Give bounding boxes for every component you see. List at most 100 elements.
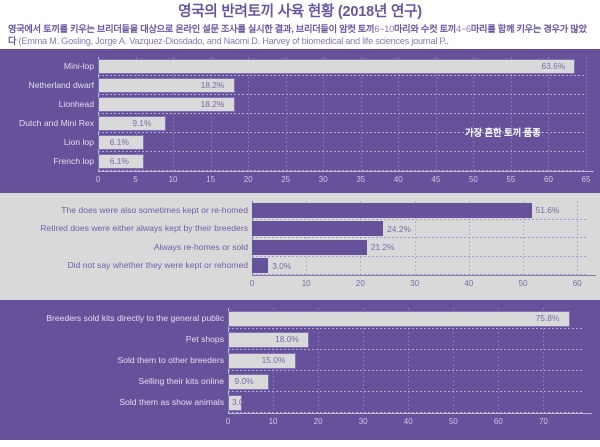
chart-1-row-separator: [98, 132, 586, 134]
chart-1-xtick-label: 55: [506, 175, 516, 185]
chart-3-gridline: [498, 308, 500, 414]
chart-2-gridline: [577, 201, 579, 276]
header: 영국의 반려토끼 사육 현황 (2018년 연구) 영국에서 토끼를 키우는 브…: [0, 0, 600, 50]
chart-3-value-label: 15.0%: [261, 355, 286, 366]
chart-1-xtick-label: 35: [356, 175, 366, 185]
chart-1-bar[interactable]: [98, 135, 144, 151]
chart-2-bar[interactable]: [252, 258, 269, 274]
chart-3-row-separator: [228, 412, 584, 414]
chart-1-value-label: 63.6%: [541, 61, 566, 72]
chart-2-value-label: 51.6%: [535, 205, 560, 216]
page-subtitle: 영국에서 토끼를 키우는 브리더들을 대상으로 온라인 설문 조사를 실시한 결…: [8, 24, 592, 47]
chart-1-y-axis: [98, 57, 99, 172]
chart-3-row-separator: [228, 349, 584, 351]
chart-2-xtick-label: 40: [464, 279, 474, 289]
chart-1-value-label: 6.1%: [109, 156, 129, 167]
chart-1-gridline: [435, 57, 437, 172]
chart-2-bar[interactable]: [252, 239, 367, 255]
chart-3-category-label: Sold them as show animals: [119, 397, 224, 408]
chart-3-xtick-label: 10: [268, 417, 278, 427]
chart-3-category-label: Sold them to other breeders: [117, 355, 224, 366]
subtitle-citation: (Emma M. Gosling, Jorge A. Vazquez-Diosd…: [18, 35, 449, 46]
chart-1-row-separator: [98, 170, 586, 172]
chart-1-bar[interactable]: [98, 116, 167, 132]
chart-1-bar[interactable]: [98, 97, 235, 113]
chart-1-category-label: Dutch and Mini Rex: [19, 118, 94, 129]
chart-1-gridline: [473, 57, 475, 172]
chart-1-xtick-label: 20: [243, 175, 253, 185]
chart-1-gridline: [360, 57, 362, 172]
chart-2-bar[interactable]: [252, 202, 532, 218]
chart-2-bar[interactable]: [252, 221, 384, 237]
chart-2-gridline: [468, 201, 470, 276]
chart-3-value-label: 75.8%: [535, 313, 560, 324]
chart-1-gridline: [586, 57, 587, 172]
chart-section-1: 0 5 10 15 20 25 30 35 40 45 50 55 60 65 Mini-lop 63.6% N…: [0, 49, 600, 194]
chart-2-row-separator: [252, 219, 588, 221]
chart-1-gridline: [135, 57, 137, 172]
chart-1-annotation: 가장 흔한 토끼 품종: [465, 128, 541, 140]
chart-1-xtick-label: 5: [133, 175, 138, 185]
chart-1-gridline: [210, 57, 212, 172]
chart-3-xtick-label: 20: [313, 417, 323, 427]
chart-1-gridline: [510, 57, 512, 172]
chart-3-bar[interactable]: [228, 310, 570, 327]
chart-3-row-separator: [228, 370, 584, 372]
chart-3-bar[interactable]: [228, 331, 310, 348]
chart-1-x-axis: [98, 171, 594, 173]
chart-1-gridline: [248, 57, 250, 172]
chart-2-row-separator: [252, 256, 588, 258]
chart-3-xtick-label: 50: [448, 417, 458, 427]
chart-1-gridline: [285, 57, 287, 172]
chart-2-xtick-label: 60: [572, 279, 582, 289]
chart-1-value-label: 18.2%: [200, 99, 225, 110]
chart-1-row-separator: [98, 94, 586, 96]
chart-1-xtick-label: 25: [281, 175, 291, 185]
chart-1-category-label: Netherland dwarf: [28, 80, 94, 91]
chart-1-row-separator: [98, 151, 586, 153]
chart-2-x-axis: [252, 275, 596, 277]
chart-2-gridline: [414, 201, 416, 276]
chart-section-2: 0 10 20 30 40 50 60 The does were also sometime…: [0, 193, 600, 301]
chart-1-bar[interactable]: [98, 59, 576, 75]
chart-3-row-separator: [228, 328, 584, 330]
chart-3-xtick-label: 40: [403, 417, 413, 427]
chart-3-bar[interactable]: [228, 352, 296, 369]
chart-3-row-separator: [228, 391, 584, 393]
chart-2-xtick-label: 20: [355, 279, 365, 289]
chart-3-gridline: [318, 308, 320, 414]
subtitle-segment-3: 마리와 수컷 토끼: [393, 24, 456, 34]
chart-2-xtick-label: 30: [410, 279, 420, 289]
chart-3-value-label: 3.0: [232, 397, 244, 408]
chart-3-gridline: [408, 308, 410, 414]
chart-1-gridline: [398, 57, 400, 172]
chart-1-category-label: French lop: [53, 156, 94, 167]
chart-3-bar[interactable]: [228, 394, 242, 411]
chart-3-category-label: Breeders sold kits directly to the gener…: [46, 313, 224, 324]
chart-1-row-separator: [98, 113, 586, 115]
chart-3-bar[interactable]: [228, 373, 269, 390]
subtitle-segment-4: 4~6: [455, 24, 471, 34]
chart-1-xtick-label: 40: [393, 175, 403, 185]
chart-3-plot-area: 0 10 20 30 40 50 60 70 Breeders sold kits direct…: [0, 300, 600, 440]
chart-1-xtick-label: 30: [318, 175, 328, 185]
chart-3-category-label: Selling their kits online: [138, 376, 224, 387]
chart-2-value-label: 3.0%: [272, 260, 292, 271]
chart-3-gridline: [363, 308, 365, 414]
chart-1-value-label: 6.1%: [109, 137, 129, 148]
chart-2-y-axis: [252, 201, 253, 276]
chart-3-xtick-label: 70: [538, 417, 548, 427]
chart-1-bar[interactable]: [98, 78, 235, 94]
chart-2-xtick-label: 0: [249, 279, 255, 289]
chart-1-category-label: Lion lop: [63, 137, 94, 148]
chart-1-gridline: [548, 57, 550, 172]
chart-2-row-separator: [252, 237, 588, 239]
chart-1-xtick-label: 60: [544, 175, 553, 185]
chart-2-gridline: [306, 201, 308, 276]
chart-1-row-separator: [98, 75, 586, 77]
chart-2-gridline: [360, 201, 362, 276]
chart-2-row-separator: [252, 274, 588, 276]
chart-section-3: 0 10 20 30 40 50 60 70 Breeders sold kits direct…: [0, 300, 600, 441]
chart-1-bar[interactable]: [98, 154, 144, 170]
